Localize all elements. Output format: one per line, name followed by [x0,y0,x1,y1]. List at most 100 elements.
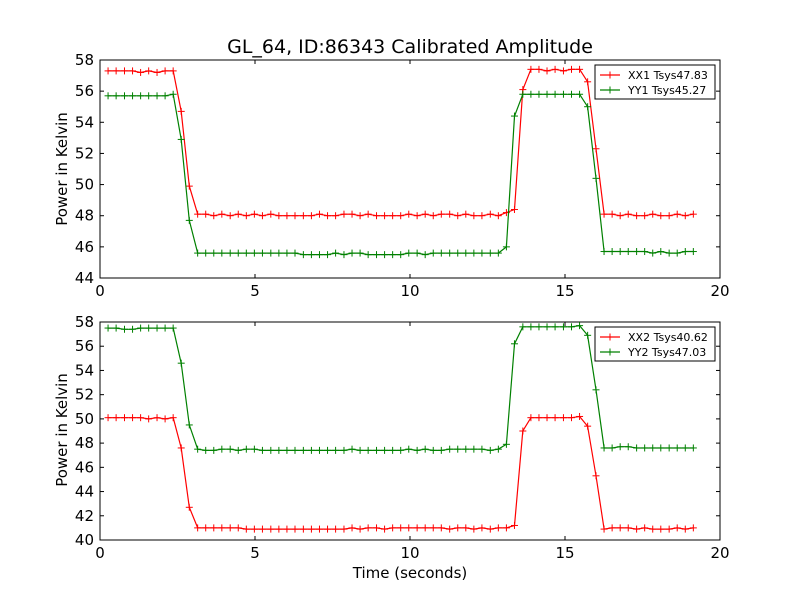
data-point [551,414,559,422]
data-point [519,90,527,98]
top-legend: XX1 Tsys47.83 YY1 Tsys45.27 [594,64,716,100]
data-point [633,212,641,220]
data-point [624,210,632,218]
data-point [624,524,632,532]
bottom-y-tick-label: 48 [75,434,94,452]
top-x-tick-label: 5 [250,282,260,300]
data-point [389,446,397,454]
data-point [373,212,381,220]
data-point [218,445,226,453]
data-point [283,525,291,533]
data-point [340,210,348,218]
data-point [486,525,494,533]
data-point [502,524,510,532]
data-point [348,210,356,218]
data-point [234,249,242,257]
data-point [258,446,266,454]
data-point [535,90,543,98]
data-point [194,210,202,218]
legend-label: XX1 Tsys47.83 [628,69,708,82]
bottom-plot: 40 42 44 46 48 50 52 54 56 58 0 5 10 15 20 XX2 Tsys40.6… [75,313,730,562]
data-point [600,248,608,256]
data-point [608,444,616,452]
data-point [568,90,576,98]
data-point [373,251,381,259]
legend-entry: XX2 Tsys40.62 [600,331,708,344]
bottom-y-tick-label: 46 [75,458,94,476]
legend-entry: YY1 Tsys45.27 [600,84,706,97]
data-point [275,446,283,454]
data-point [324,212,332,220]
data-point [689,248,697,256]
data-point [519,323,527,331]
data-point [169,67,177,75]
data-point [437,249,445,257]
data-point [307,525,315,533]
data-point [665,444,673,452]
data-point [462,210,470,218]
data-point [275,212,283,220]
data-point [454,212,462,220]
data-point [616,212,624,220]
data-point [210,212,218,220]
data-point [657,248,665,256]
data-point [129,325,137,333]
data-point [486,210,494,218]
data-point [145,415,153,423]
data-point [267,525,275,533]
data-point [413,249,421,257]
data-point [446,445,454,453]
data-point [185,182,193,190]
data-point [584,331,592,339]
data-point [673,524,681,532]
data-point [478,212,486,220]
data-point [462,445,470,453]
data-point [502,243,510,251]
data-point [689,210,697,218]
data-point [389,212,397,220]
data-point [543,323,551,331]
data-point [315,251,323,259]
data-point [299,251,307,259]
data-point [258,212,266,220]
data-point [324,446,332,454]
data-point [112,92,120,100]
data-point [202,249,210,257]
data-point [454,249,462,257]
bottom-x-tick-label: 15 [555,544,574,562]
top-x-tick-label: 0 [95,282,105,300]
data-point [283,249,291,257]
data-point [624,443,632,451]
data-point [649,210,657,218]
data-point [242,212,250,220]
data-point [218,524,226,532]
bottom-y-tick-label: 56 [75,337,94,355]
data-point [129,67,137,75]
data-point [681,444,689,452]
data-point [307,446,315,454]
data-point [421,210,429,218]
data-point [364,251,372,259]
data-point [218,210,226,218]
data-point [340,251,348,259]
data-point [551,65,559,73]
data-point [153,324,161,332]
data-point [608,524,616,532]
data-point [161,415,169,423]
data-point [291,212,299,220]
data-point [437,210,445,218]
data-point [405,249,413,257]
bottom-x-tick-label: 0 [95,544,105,562]
data-point [234,210,242,218]
data-point [551,90,559,98]
data-point [624,248,632,256]
data-point [616,524,624,532]
data-point [267,249,275,257]
data-point [641,212,649,220]
data-point [535,323,543,331]
data-point [568,65,576,73]
top-y-tick-label: 46 [75,238,94,256]
data-point [348,445,356,453]
top-y-tick-label: 58 [75,51,94,69]
data-point [584,78,592,86]
